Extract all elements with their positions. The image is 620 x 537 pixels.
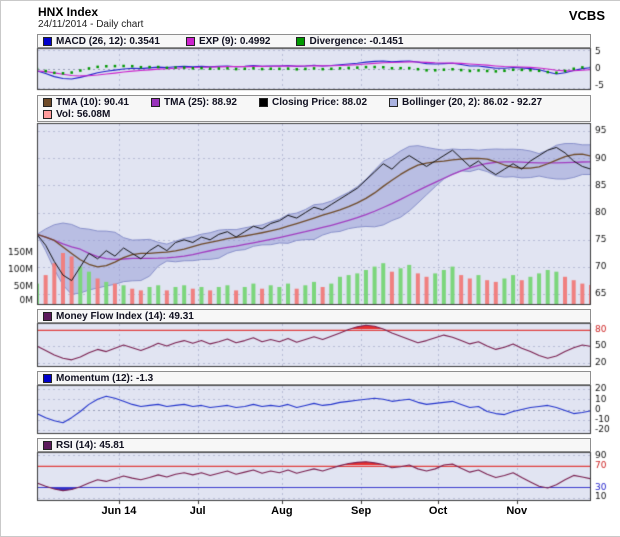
legend-item-tma10: TMA (10): 90.41 (43, 97, 129, 108)
price-legend-row-1: TMA (10): 90.41 TMA (25): 88.92 Closing … (43, 96, 542, 109)
momentum-color-swatch (43, 373, 52, 383)
x-axis-label: Jun 14 (101, 505, 137, 517)
brand-logo: VCBS (568, 8, 605, 23)
legend-item-momentum: Momentum (12): -1.3 (43, 373, 153, 384)
price-legend-row-2: Vol: 56.08M (43, 109, 110, 122)
closing-price-legend-label: Closing Price: 88.02 (271, 96, 368, 108)
legend-item-tma25: TMA (25): 88.92 (150, 96, 237, 108)
bollinger-color-swatch (389, 97, 399, 107)
x-axis-labels: Jun 14 Jul Aug Sep Oct Nov (1, 505, 620, 521)
macd-color-swatch (43, 36, 52, 46)
x-axis-label: Oct (428, 505, 448, 517)
exp-legend-label: EXP (9): 0.4992 (198, 35, 271, 47)
mfi-legend-label: Money Flow Index (14): 49.31 (56, 310, 194, 322)
x-axis-label: Aug (271, 505, 293, 517)
exp-color-swatch (185, 36, 195, 46)
x-axis-label: Sep (350, 505, 372, 517)
mfi-legend: Money Flow Index (14): 49.31 (37, 309, 591, 323)
divergence-color-swatch (296, 36, 306, 46)
divergence-legend-label: Divergence: -0.1451 (309, 35, 404, 47)
volume-color-swatch (43, 110, 52, 120)
price-legend: TMA (10): 90.41 TMA (25): 88.92 Closing … (37, 95, 591, 122)
mfi-color-swatch (43, 311, 52, 321)
legend-item-macd: MACD (26, 12): 0.3541 (43, 36, 160, 47)
legend-item-closing-price: Closing Price: 88.02 (258, 96, 368, 108)
momentum-legend-label: Momentum (12): -1.3 (56, 372, 154, 384)
chart-subtitle: 24/11/2014 - Daily chart (38, 19, 144, 30)
closing-price-color-swatch (258, 97, 268, 107)
macd-legend: MACD (26, 12): 0.3541 EXP (9): 0.4992 Di… (37, 34, 591, 48)
tma25-color-swatch (150, 97, 160, 107)
legend-item-exp: EXP (9): 0.4992 (185, 35, 271, 47)
page-title: HNX Index (38, 5, 99, 19)
legend-item-rsi: RSI (14): 45.81 (43, 440, 124, 451)
legend-item-mfi: Money Flow Index (14): 49.31 (43, 311, 194, 322)
tma25-legend-label: TMA (25): 88.92 (163, 96, 237, 108)
rsi-legend-label: RSI (14): 45.81 (56, 439, 125, 451)
legend-item-volume: Vol: 56.08M (43, 109, 110, 120)
legend-item-divergence: Divergence: -0.1451 (296, 36, 403, 47)
x-axis-label: Nov (506, 505, 528, 517)
tma10-legend-label: TMA (10): 90.41 (56, 96, 129, 108)
tma10-color-swatch (43, 97, 52, 107)
volume-legend-label: Vol: 56.08M (56, 109, 111, 121)
rsi-legend: RSI (14): 45.81 (37, 438, 591, 452)
x-axis-label: Jul (189, 505, 206, 517)
macd-legend-label: MACD (26, 12): 0.3541 (56, 35, 160, 47)
bollinger-legend-label: Bollinger (20, 2): 86.02 - 92.27 (402, 96, 543, 108)
momentum-legend: Momentum (12): -1.3 (37, 371, 591, 385)
legend-item-bollinger: Bollinger (20, 2): 86.02 - 92.27 (389, 97, 542, 108)
rsi-color-swatch (43, 440, 52, 450)
